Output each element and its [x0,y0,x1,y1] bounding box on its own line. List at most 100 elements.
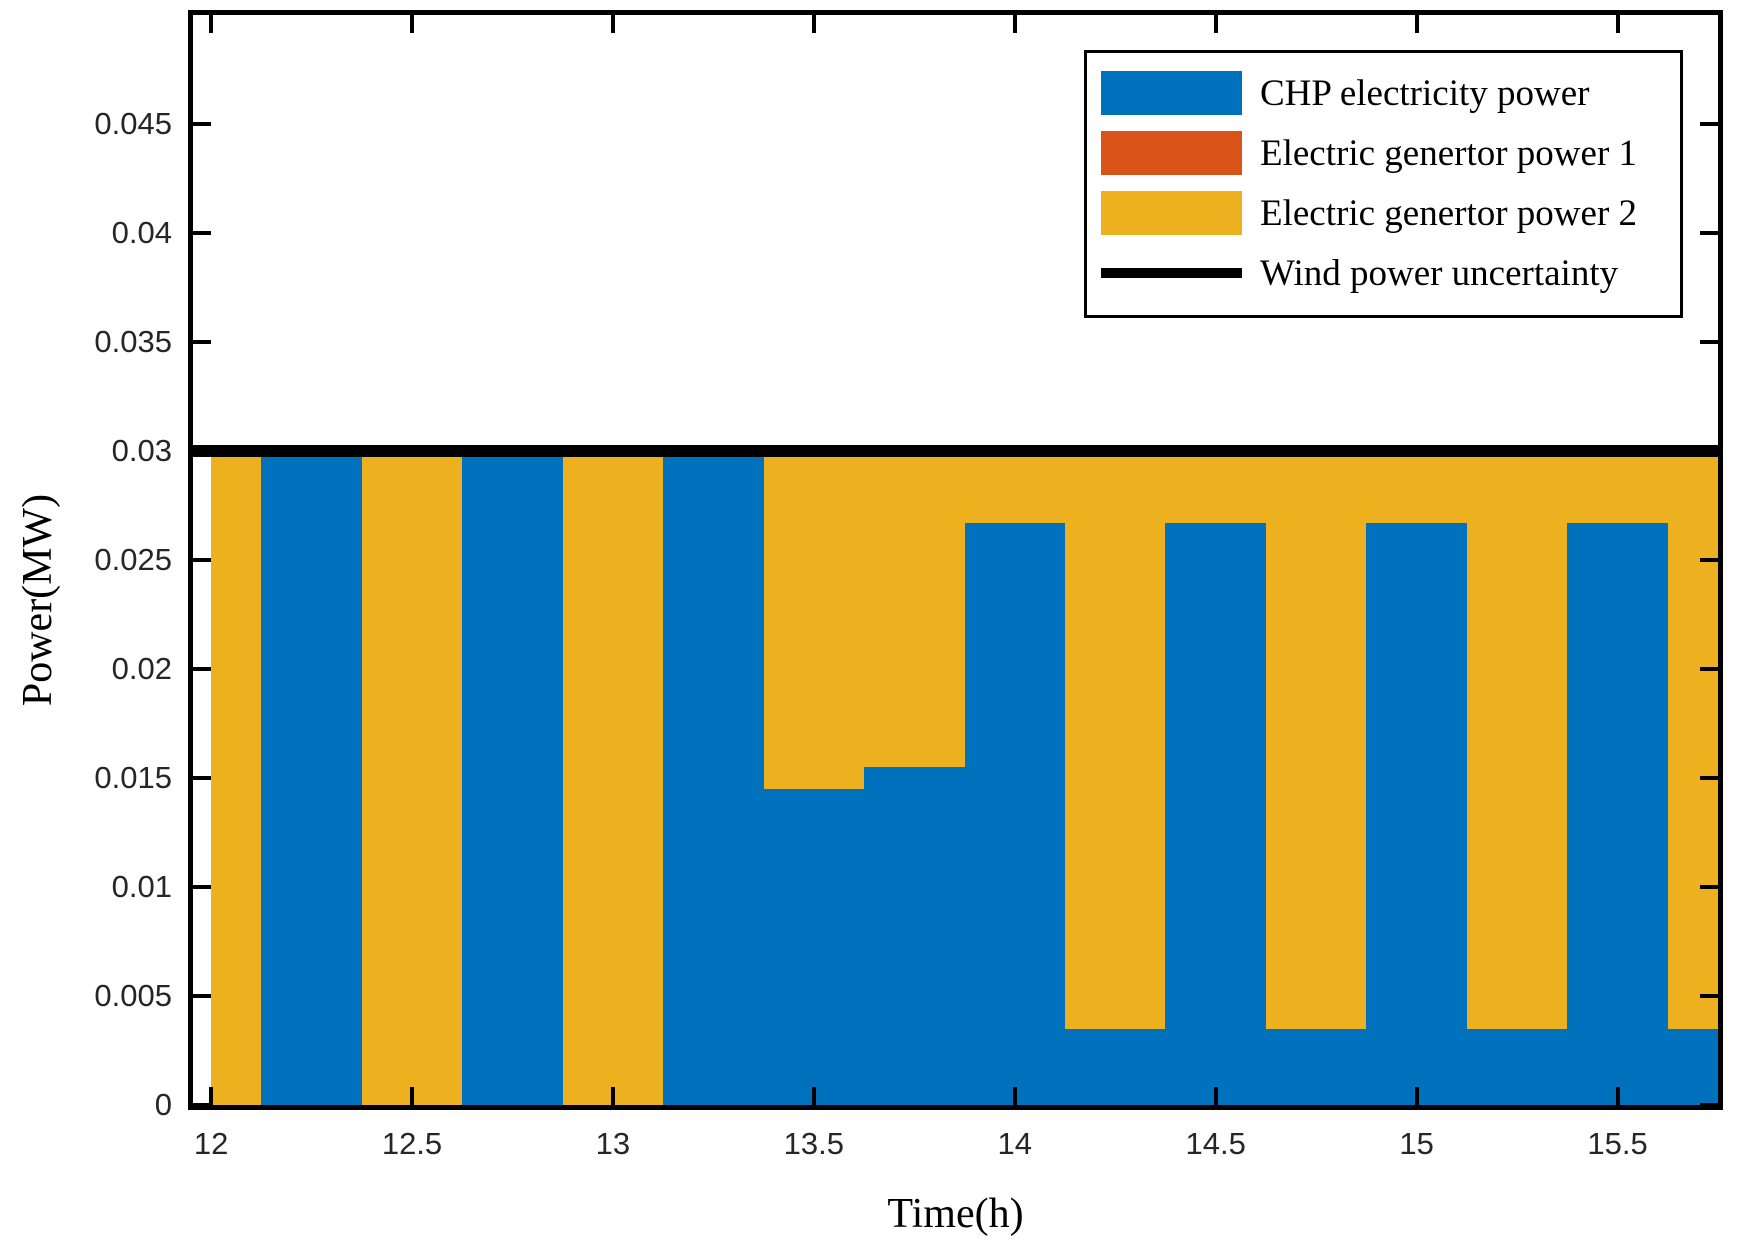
y-tick-label-0.035: 0.035 [94,324,172,359]
x-tick-top [610,15,615,33]
x-tick-bottom [1414,1087,1419,1105]
x-tick-label-13.5: 13.5 [783,1126,845,1161]
legend-label-wind: Wind power uncertainty [1260,252,1619,294]
x-tick-top [1615,15,1620,33]
x-axis-tick-labels: 12 12.5 13 13.5 14 14.5 15 15.5 [193,1126,1718,1170]
y-tick-left [193,231,211,235]
y-tick-right [1700,231,1718,235]
x-tick-top [1414,15,1419,33]
y-tick-left [193,776,211,780]
y-tick-right [1700,667,1718,671]
y-tick-label-0.005: 0.005 [94,978,172,1013]
y-tick-right [1700,1103,1718,1107]
y-tick-right [1700,449,1718,453]
bar-chp-t13.5 [763,788,865,1105]
bar-chp-t12.75 [462,451,563,1105]
y-tick-left [193,558,211,562]
x-tick-top [811,15,816,33]
bar-chp-t13.25 [663,451,764,1105]
bar-chp-t15.75 [1667,1028,1718,1105]
legend-label-gen2: Electric genertor power 2 [1260,192,1638,234]
x-tick-top [410,15,414,33]
bar-gen2-t15.5 [1567,451,1668,523]
x-tick-label-14.5: 14.5 [1185,1126,1246,1161]
bar-chp-t15.5 [1567,522,1668,1105]
x-tick-bottom [1615,1087,1620,1105]
bar-gen2-t12.5 [361,451,463,1105]
x-tick-label-15.5: 15.5 [1587,1126,1648,1161]
y-tick-label-0.03: 0.03 [111,433,172,468]
x-tick-label-14: 14 [997,1126,1033,1161]
x-tick-label-12: 12 [193,1126,229,1161]
y-tick-label-0.02: 0.02 [111,651,172,686]
y-tick-left [193,122,211,126]
ticks-layer [193,15,1718,1107]
bar-gen2-t15 [1366,451,1467,523]
y-tick-left [193,994,211,998]
legend: CHP electricity power Electric genertor … [1084,50,1683,318]
bar-chp-t12.25 [261,451,362,1105]
legend-label-chp: CHP electricity power [1260,72,1590,114]
bar-gen2-t14.75 [1265,451,1367,1029]
y-tick-left [193,667,211,671]
y-tick-right [1700,994,1718,998]
wind-power-uncertainty-line [193,445,1718,457]
x-tick-bottom [1012,1087,1017,1105]
legend-row-chp: CHP electricity power [1101,63,1680,123]
bar-gen2-t14.5 [1165,451,1266,523]
y-tick-label-0.025: 0.025 [94,542,172,577]
legend-label-gen1: Electric genertor power 1 [1260,132,1638,174]
legend-row-gen2: Electric genertor power 2 [1101,183,1680,243]
y-tick-left [193,885,211,889]
x-tick-top [1012,15,1017,33]
x-tick-bottom [610,1087,615,1105]
y-tick-label-0: 0 [154,1087,172,1122]
x-tick-top [1213,15,1218,33]
bar-gen2-t15.75 [1667,451,1718,1029]
y-tick-left [193,1103,211,1107]
bar-gen2-t13 [562,451,664,1105]
bar-chp-t15 [1366,522,1467,1105]
y-tick-label-0.04: 0.04 [111,215,172,250]
bar-chp-t14.75 [1265,1028,1367,1105]
bar-chp-t15.25 [1466,1028,1568,1105]
gen1-swatch-icon [1101,131,1242,175]
gen2-swatch-icon [1101,191,1242,235]
y-tick-right [1700,122,1718,126]
y-tick-left [193,449,211,453]
y-tick-right [1700,340,1718,344]
chp-swatch-icon [1101,71,1242,115]
bar-gen2-t12 [211,451,262,1105]
bar-gen2-t14 [964,451,1065,523]
x-tick-label-13: 13 [595,1126,631,1161]
x-tick-bottom [1213,1087,1218,1105]
y-tick-label-0.01: 0.01 [111,869,172,904]
y-tick-label-0.015: 0.015 [94,760,172,795]
bar-chp-t14.25 [1065,1028,1166,1105]
x-tick-label-15: 15 [1399,1126,1434,1161]
bar-gen2-t13.75 [864,451,965,768]
y-tick-right [1700,558,1718,562]
y-tick-label-0.045: 0.045 [94,106,172,141]
legend-row-wind: Wind power uncertainty [1101,243,1680,303]
wind-line-swatch-icon [1101,268,1242,278]
legend-row-gen1: Electric genertor power 1 [1101,123,1680,183]
x-tick-bottom [209,1087,214,1105]
x-tick-top [209,15,214,33]
bar-chp-t14.5 [1165,522,1266,1105]
y-tick-right [1700,885,1718,889]
bar-gen2-t13.5 [763,451,865,789]
bars-layer [193,15,1718,1105]
y-axis-tick-labels: 0 0.005 0.01 0.015 0.02 0.025 0.03 0.035 0.04 0.0… [0,15,172,1122]
y-tick-left [193,340,211,344]
y-tick-right [1700,776,1718,780]
x-tick-bottom [811,1087,816,1105]
bar-gen2-t15.25 [1466,451,1568,1029]
x-tick-bottom [410,1087,414,1105]
bar-chp-t13.75 [864,767,965,1105]
x-axis-label: Time(h) [887,1191,1024,1237]
bar-chp-t14 [964,522,1065,1105]
bar-gen2-t14.25 [1065,451,1166,1029]
x-tick-label-12.5: 12.5 [381,1126,443,1161]
